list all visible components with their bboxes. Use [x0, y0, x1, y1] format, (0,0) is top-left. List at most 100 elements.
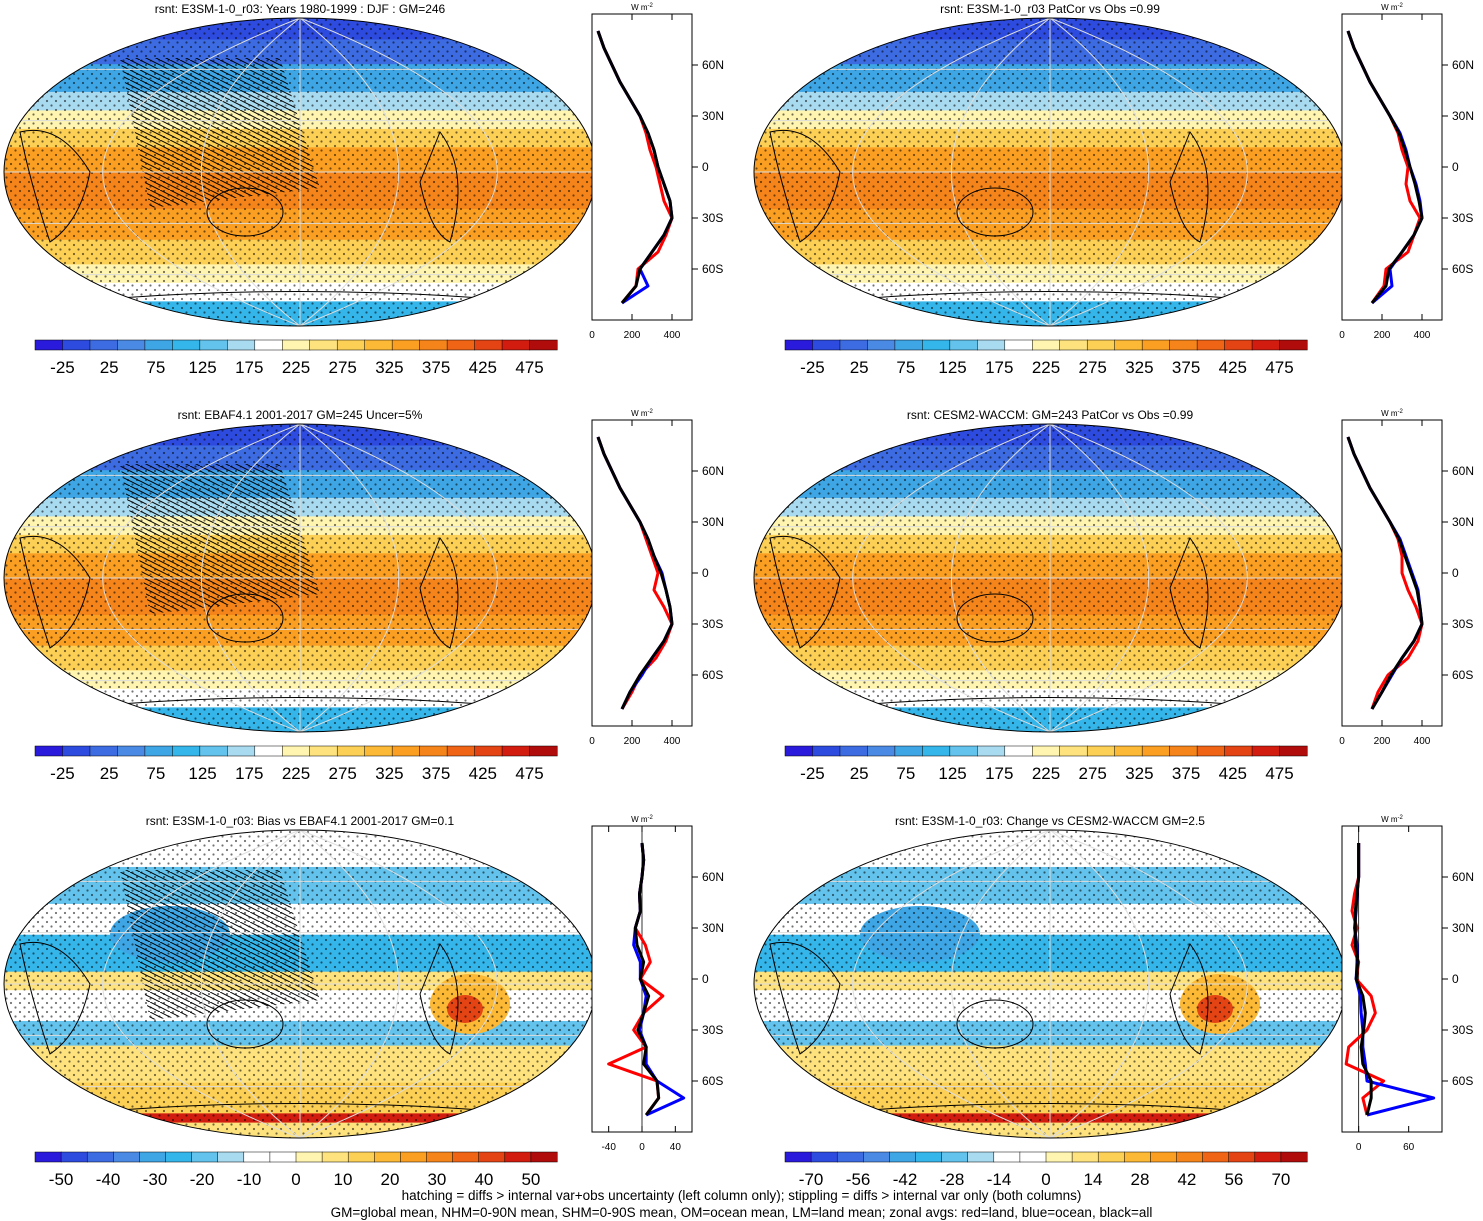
colorbar-swatch — [941, 1151, 969, 1163]
colorbar-swatch — [1251, 339, 1281, 351]
colorbar-label: -28 — [940, 1170, 965, 1189]
x-tick-label: 200 — [624, 330, 641, 341]
colorbar-swatch — [501, 339, 531, 351]
colorbar-label: 275 — [329, 764, 357, 783]
colorbar-swatch — [227, 745, 256, 757]
x-tick-label: 0 — [1339, 330, 1345, 341]
colorbar-swatch — [1071, 1151, 1099, 1163]
colorbar-swatch — [810, 1151, 838, 1163]
colorbar-swatch — [1059, 745, 1088, 757]
colorbar-label: 375 — [422, 764, 450, 783]
colorbar-swatch — [89, 745, 118, 757]
colorbar-swatch — [391, 745, 421, 757]
zonal-mean-plot: 60N 30N 0 30S 60S 0 200 400 W m-2 — [1339, 3, 1474, 341]
colorbar-label: 425 — [469, 764, 497, 783]
colorbar-swatch — [967, 1151, 995, 1163]
lat-tick-label: 60N — [1452, 870, 1474, 884]
colorbar-label: 25 — [850, 764, 869, 783]
lat-tick-label: 0 — [702, 972, 709, 986]
colorbar-label: 125 — [188, 764, 216, 783]
lat-tick-label: 60N — [1452, 58, 1474, 72]
colorbar-swatch — [949, 745, 978, 757]
colorbar-label: 225 — [282, 764, 310, 783]
colorbar-label: -42 — [893, 1170, 918, 1189]
colorbar-swatch — [1114, 339, 1143, 351]
colorbar-label: 475 — [1265, 358, 1293, 377]
colorbar-label: 475 — [515, 764, 543, 783]
colorbar-label: -30 — [143, 1170, 168, 1189]
colorbar-label: 10 — [334, 1170, 353, 1189]
x-axis-unit: W m-2 — [631, 409, 653, 418]
zonal-mean-plot: 60N 30N 0 30S 60S 0 200 400 W m-2 — [589, 409, 724, 747]
map-field — [754, 424, 1346, 732]
lat-tick-label: 30S — [1452, 617, 1473, 631]
colorbar-swatch — [1086, 745, 1116, 757]
panel-3: rsnt: EBAF4.1 2001-2017 GM=245 Uncer=5% 6… — [3, 408, 724, 783]
colorbar-swatch — [347, 1151, 375, 1163]
lat-tick-label: 60N — [702, 870, 724, 884]
colorbar-label: 475 — [1265, 764, 1293, 783]
colorbar-swatch — [282, 745, 311, 757]
panel-5: rsnt: E3SM-1-0_r03: Bias vs EBAF4.1 2001… — [3, 814, 724, 1189]
colorbar-label: 225 — [282, 358, 310, 377]
colorbar-swatch — [836, 1151, 864, 1163]
zonal-mean-plot: 60N 30N 0 30S 60S 0 200 400 W m-2 — [589, 3, 724, 341]
colorbar-swatch — [1032, 339, 1061, 351]
colorbar-swatch — [1280, 1151, 1308, 1163]
colorbar-swatch — [1004, 745, 1033, 757]
x-tick-label: 400 — [664, 736, 681, 747]
colorbar-swatch — [1150, 1151, 1178, 1163]
colorbar-swatch — [117, 339, 146, 351]
x-tick-label: 400 — [1414, 330, 1431, 341]
colorbar-swatch — [501, 745, 531, 757]
zonal-mean-plot: 60N 30N 0 30S 60S -40 0 40 W m-2 — [591, 815, 724, 1153]
colorbar-swatch — [1224, 745, 1253, 757]
colorbar-swatch — [89, 339, 118, 351]
colorbar-swatch — [60, 1151, 88, 1163]
colorbar-label: 375 — [1172, 764, 1200, 783]
colorbar-swatch — [1169, 339, 1198, 351]
colorbar-label: 375 — [1172, 358, 1200, 377]
colorbar-label: 325 — [1125, 358, 1153, 377]
colorbar-label: -20 — [190, 1170, 215, 1189]
colorbar-swatch — [446, 745, 476, 757]
colorbar-label: 0 — [1041, 1170, 1050, 1189]
colorbar-swatch — [254, 745, 283, 757]
colorbar-swatch — [922, 339, 951, 351]
colorbar-swatch — [894, 339, 923, 351]
colorbar-swatch — [812, 745, 841, 757]
colorbar-label: -25 — [800, 358, 825, 377]
colorbar: -25 25 75 125 175 225 275 325 375 425 475 — [34, 339, 558, 377]
colorbar-swatch — [309, 745, 338, 757]
zonal-line-all — [633, 842, 661, 1116]
colorbar: -25 25 75 125 175 225 275 325 375 425 475 — [784, 745, 1308, 783]
zonal-line-all — [1346, 30, 1424, 304]
zonal-mean-plot: 60N 30N 0 30S 60S 0 200 400 W m-2 — [1339, 409, 1474, 747]
lat-tick-label: 0 — [1452, 160, 1459, 174]
colorbar-swatch — [1045, 1151, 1073, 1163]
graticule — [4, 830, 596, 1138]
colorbar-swatch — [374, 1151, 401, 1163]
hatch-overlay — [120, 58, 320, 208]
colorbar-swatch — [391, 339, 421, 351]
colorbar-swatch — [86, 1151, 114, 1163]
colorbar-label: 70 — [1271, 1170, 1290, 1189]
colorbar-label: 25 — [100, 764, 119, 783]
panel-6: rsnt: E3SM-1-0_r03: Change vs CESM2-WACC… — [753, 814, 1474, 1189]
colorbar-swatch — [812, 339, 841, 351]
lat-tick-label: 60S — [702, 262, 723, 276]
colorbar: -25 25 75 125 175 225 275 325 375 425 475 — [34, 745, 558, 783]
x-tick-label: 60 — [1403, 1142, 1415, 1153]
colorbar-label: 56 — [1224, 1170, 1243, 1189]
colorbar-label: 375 — [422, 358, 450, 377]
colorbar-swatch — [1169, 745, 1198, 757]
colorbar-swatch — [915, 1151, 943, 1163]
lat-tick-label: 0 — [702, 160, 709, 174]
colorbar-label: 125 — [938, 358, 966, 377]
colorbar-swatch — [364, 745, 393, 757]
colorbar-swatch — [309, 339, 338, 351]
colorbar-label: 30 — [427, 1170, 446, 1189]
colorbar-swatch — [1251, 745, 1281, 757]
lat-tick-label: 30S — [702, 1023, 723, 1037]
